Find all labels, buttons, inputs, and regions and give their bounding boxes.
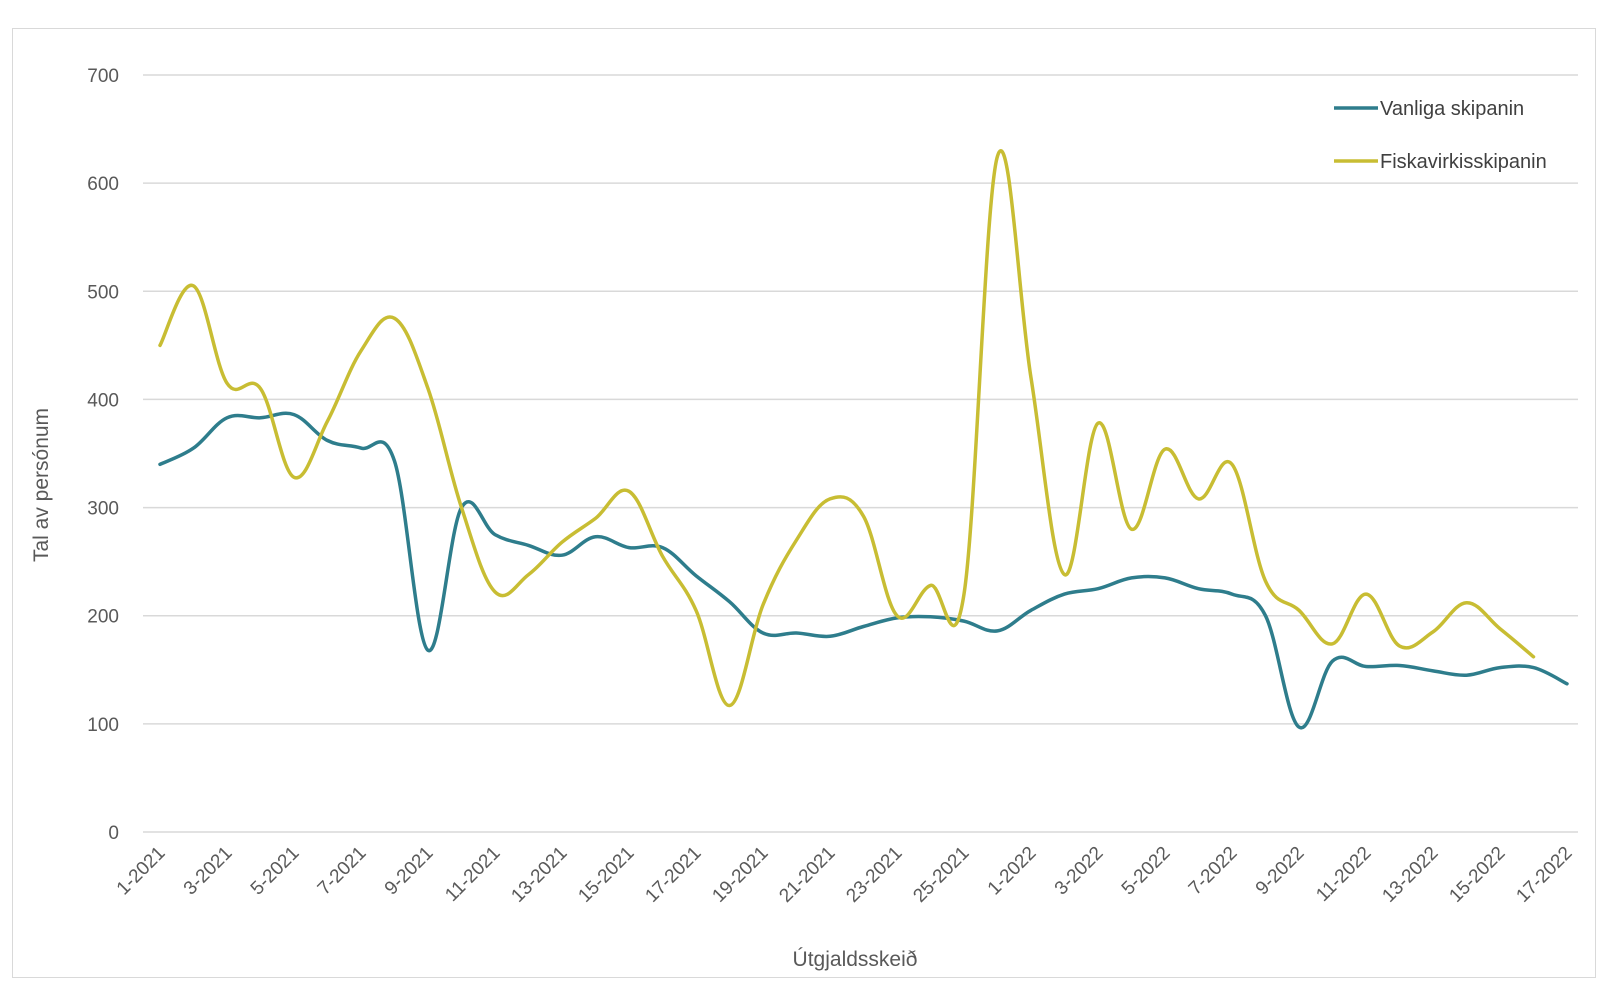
y-axis-title: Tal av persónum [30, 408, 53, 562]
x-tick-label-17-2022: 17-2022 [1512, 843, 1576, 907]
y-tick-label-300: 300 [87, 499, 119, 520]
x-axis-title: Útgjaldsskeið [793, 948, 918, 971]
y-tick-label-500: 500 [87, 282, 119, 303]
x-tick-label-15-2022: 15-2022 [1445, 843, 1509, 907]
y-tick-label-700: 700 [87, 66, 119, 87]
x-tick-label-25-2021: 25-2021 [909, 843, 973, 907]
x-tick-label-11-2022: 11-2022 [1312, 843, 1375, 906]
y-tick-label-100: 100 [87, 715, 119, 736]
x-tick-label-9-2021: 9-2021 [381, 843, 438, 900]
x-tick-label-23-2021: 23-2021 [842, 843, 906, 907]
legend-label-fiskavirkisskipanin: Fiskavirkisskipanin [1380, 151, 1547, 173]
y-tick-label-600: 600 [87, 174, 119, 195]
y-axis-ticks: 0 100 200 300 400 500 600 700 [87, 66, 119, 844]
x-tick-label-11-2021: 11-2021 [441, 843, 504, 906]
x-tick-label-9-2022: 9-2022 [1252, 843, 1309, 900]
x-tick-label-3-2022: 3-2022 [1051, 843, 1108, 900]
legend: Vanliga skipanin Fiskavirkisskipanin [1334, 98, 1547, 173]
series-lines [158, 149, 1569, 730]
x-tick-label-7-2021: 7-2021 [314, 843, 371, 900]
x-tick-label-3-2021: 3-2021 [180, 843, 237, 900]
x-axis-ticks: 1-2021 3-2021 5-2021 7-2021 9-2021 11-2021 13-… [113, 843, 1577, 907]
x-tick-label-1-2021: 1-2021 [113, 843, 170, 900]
y-tick-label-0: 0 [108, 823, 119, 844]
x-tick-label-5-2021: 5-2021 [247, 843, 304, 900]
x-tick-label-17-2021: 17-2021 [641, 843, 705, 907]
series-line-fiskavirkisskipanin [158, 149, 1536, 708]
chart-frame [12, 28, 1596, 978]
x-tick-label-19-2021: 19-2021 [708, 843, 772, 907]
x-tick-label-5-2022: 5-2022 [1118, 843, 1175, 900]
x-tick-label-15-2021: 15-2021 [574, 843, 638, 907]
series-line-vanliga-skipanin [158, 411, 1569, 730]
x-tick-label-21-2021: 21-2021 [775, 843, 839, 907]
grid-lines [143, 74, 1578, 833]
legend-label-vanliga-skipanin: Vanliga skipanin [1380, 98, 1524, 120]
x-tick-label-13-2022: 13-2022 [1378, 843, 1442, 907]
x-tick-label-7-2022: 7-2022 [1185, 843, 1242, 900]
y-tick-label-400: 400 [87, 390, 119, 411]
x-tick-label-13-2021: 13-2021 [507, 843, 571, 907]
x-tick-label-1-2022: 1-2022 [984, 843, 1041, 900]
y-tick-label-200: 200 [87, 607, 119, 628]
